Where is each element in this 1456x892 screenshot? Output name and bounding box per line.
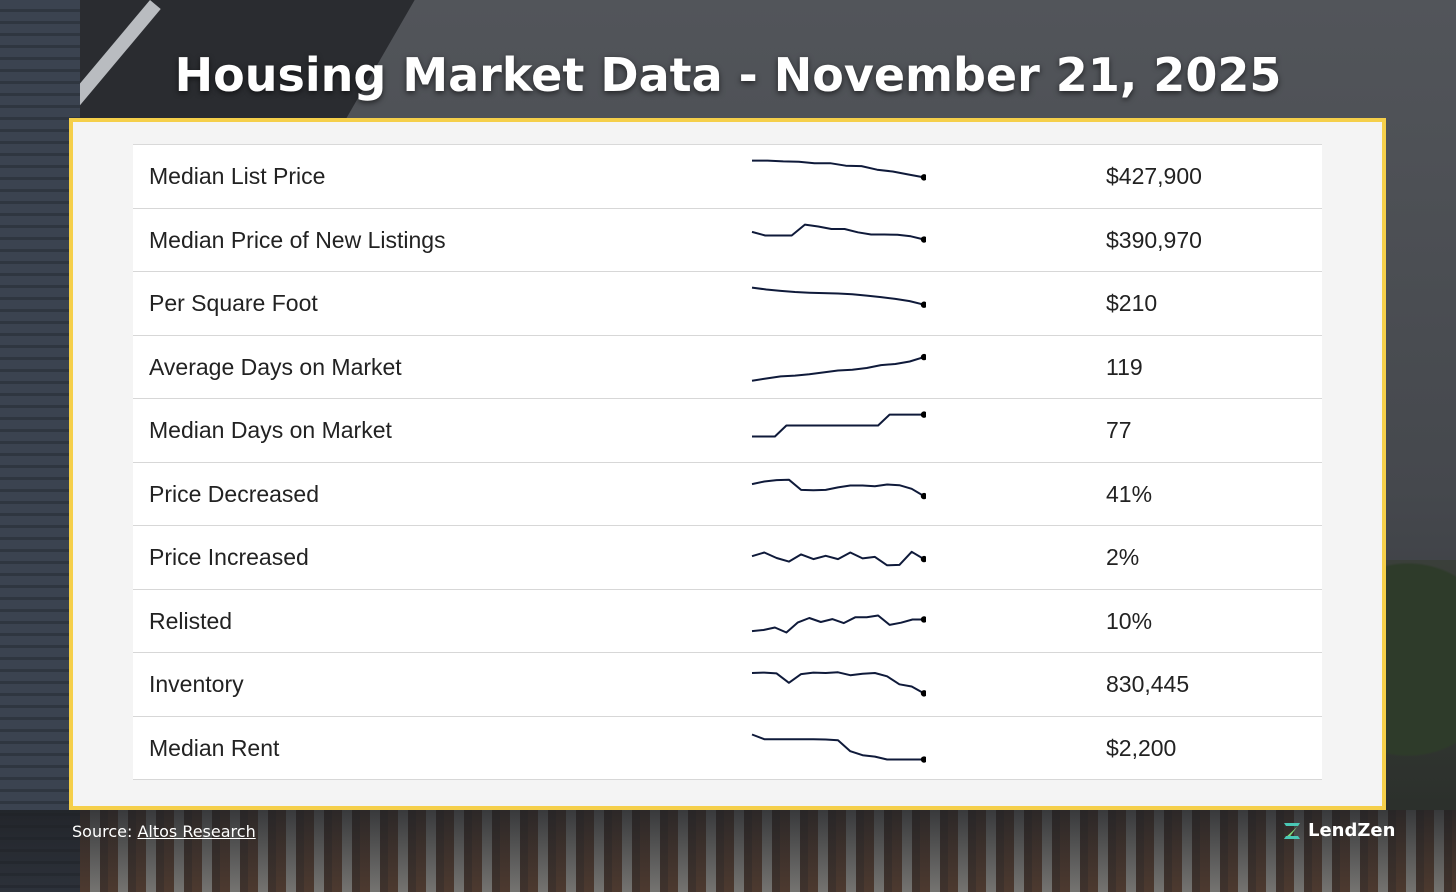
trend-line bbox=[751, 286, 925, 306]
trend-endpoint bbox=[920, 411, 926, 418]
metric-value: $427,900 bbox=[1106, 163, 1202, 189]
trend-line bbox=[751, 355, 925, 382]
metric-label: Median Rent bbox=[149, 734, 280, 761]
trend-sparkline bbox=[751, 353, 926, 382]
trend-sparkline bbox=[751, 614, 926, 633]
trend-sparkline bbox=[751, 286, 926, 308]
table-row: Price Increased 2% bbox=[133, 526, 1322, 590]
trend-endpoint bbox=[920, 235, 926, 243]
trend-sparkline bbox=[751, 671, 926, 697]
table-row: Average Days on Market 119 bbox=[133, 335, 1322, 399]
trend-sparkline bbox=[752, 159, 926, 181]
trend-endpoint bbox=[920, 755, 926, 763]
trend-line bbox=[751, 550, 925, 567]
trend-endpoint bbox=[920, 492, 926, 499]
trend-line bbox=[751, 671, 925, 695]
trend-sparkline bbox=[751, 733, 926, 763]
metric-label: Relisted bbox=[149, 607, 233, 634]
metric-label: Average Days on Market bbox=[149, 353, 402, 380]
metric-value: 2% bbox=[1106, 544, 1140, 570]
metric-value: 119 bbox=[1106, 353, 1143, 380]
table-row: Median List Price $427,900 bbox=[133, 145, 1322, 209]
data-card: Median List Price $427,900 Median Price of… bbox=[69, 118, 1386, 810]
brand-name: LendZen bbox=[1308, 820, 1396, 841]
metric-label: Price Increased bbox=[149, 544, 309, 570]
trend-endpoint bbox=[920, 615, 926, 623]
trend-line bbox=[751, 478, 925, 497]
metric-value: $390,970 bbox=[1106, 226, 1202, 253]
metric-value: 830,445 bbox=[1106, 671, 1190, 697]
trend-sparkline bbox=[751, 478, 926, 499]
trend-line bbox=[752, 159, 925, 179]
metric-label: Per Square Foot bbox=[149, 290, 318, 316]
source-prefix: Source: bbox=[72, 822, 138, 841]
trend-line bbox=[751, 614, 924, 633]
trend-line bbox=[752, 413, 924, 438]
metric-label: Inventory bbox=[149, 671, 244, 697]
porch-shade bbox=[0, 810, 1456, 892]
source-credit: Source: Altos Research bbox=[72, 822, 256, 841]
trend-line bbox=[751, 733, 924, 760]
trend-endpoint bbox=[920, 174, 926, 181]
table-row: Per Square Foot $210 bbox=[133, 272, 1322, 336]
table-row: Median Rent $2,200 bbox=[133, 716, 1322, 780]
metric-label: Median Price of New Listings bbox=[149, 226, 446, 253]
table-row: Median Price of New Listings $390,970 bbox=[133, 208, 1322, 272]
metric-label: Price Decreased bbox=[149, 480, 320, 507]
market-data-table: Median List Price $427,900 Median Price of… bbox=[133, 144, 1322, 780]
table-row: Price Decreased 41% bbox=[133, 462, 1322, 526]
trend-endpoint bbox=[920, 555, 926, 563]
trend-sparkline bbox=[751, 550, 926, 567]
metric-value: $210 bbox=[1106, 290, 1158, 316]
trend-sparkline bbox=[752, 411, 926, 438]
page-title: Housing Market Data - November 21, 2025 bbox=[174, 48, 1282, 102]
lendzen-logo-icon bbox=[1284, 822, 1300, 839]
table-row: Relisted 10% bbox=[133, 589, 1322, 653]
trend-endpoint bbox=[920, 690, 926, 697]
metric-value: 77 bbox=[1106, 417, 1132, 443]
trend-endpoint bbox=[920, 353, 926, 360]
source-link[interactable]: Altos Research bbox=[137, 822, 256, 841]
table-row: Inventory 830,445 bbox=[133, 653, 1322, 717]
metric-value: $2,200 bbox=[1106, 734, 1177, 761]
metric-value: 41% bbox=[1106, 480, 1153, 507]
metric-value: 10% bbox=[1106, 607, 1153, 634]
brand-logo: LendZen bbox=[1282, 820, 1395, 841]
metric-label: Median Days on Market bbox=[149, 417, 392, 443]
trend-sparkline bbox=[751, 223, 926, 243]
house-siding bbox=[0, 0, 80, 892]
trend-endpoint bbox=[920, 301, 926, 308]
table-row: Median Days on Market 77 bbox=[133, 399, 1322, 463]
metric-label: Median List Price bbox=[149, 163, 326, 189]
trend-line bbox=[751, 223, 925, 240]
